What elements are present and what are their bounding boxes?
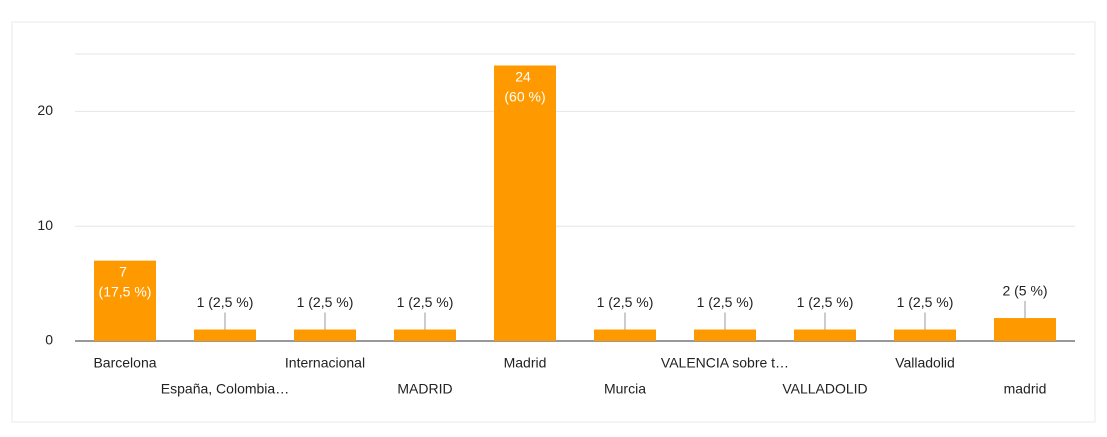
y-tick-label: 0 (45, 332, 53, 348)
x-tick-label: madrid (1004, 381, 1047, 397)
y-tick-label: 10 (37, 217, 53, 233)
bar (894, 329, 956, 341)
bar (794, 329, 856, 341)
data-label: 2 (5 %) (1002, 283, 1047, 299)
y-tick-label: 20 (37, 102, 53, 118)
bar (294, 329, 356, 341)
x-tick-label: Murcia (604, 381, 646, 397)
bar (394, 329, 456, 341)
bar (594, 329, 656, 341)
bar (994, 318, 1056, 341)
x-tick-label: Madrid (504, 355, 547, 371)
data-label: 1 (2,5 %) (597, 294, 654, 310)
bar (494, 65, 556, 341)
x-tick-label: Barcelona (93, 355, 156, 371)
x-tick-label: Valladolid (895, 355, 955, 371)
x-tick-label: VALLADOLID (782, 381, 867, 397)
bar (694, 329, 756, 341)
x-tick-label: Internacional (285, 355, 365, 371)
data-label: 1 (2,5 %) (297, 294, 354, 310)
data-label: 24 (60 %) (504, 68, 545, 104)
x-tick-label: España, Colombia… (161, 381, 289, 397)
data-label: 1 (2,5 %) (697, 294, 754, 310)
bar (194, 329, 256, 341)
data-label: 1 (2,5 %) (797, 294, 854, 310)
x-tick-label: MADRID (397, 381, 452, 397)
x-tick-label: VALENCIA sobre t… (661, 355, 789, 371)
data-label: 1 (2,5 %) (397, 294, 454, 310)
data-label: 1 (2,5 %) (897, 294, 954, 310)
data-label: 7 (17,5 %) (99, 263, 152, 299)
bar (94, 260, 156, 341)
data-label: 1 (2,5 %) (197, 294, 254, 310)
